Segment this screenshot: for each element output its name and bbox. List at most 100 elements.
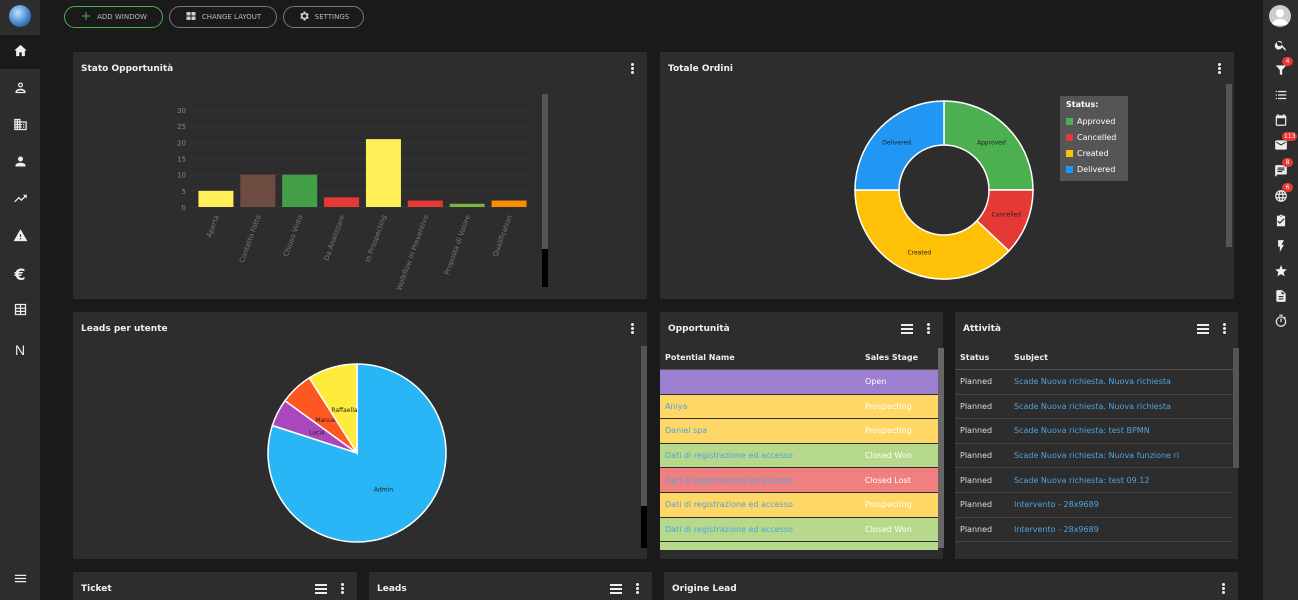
subject-link[interactable]: Intervento - 28x10679 — [1009, 541, 1233, 550]
status-cell: Planned — [955, 418, 1009, 444]
documents-button[interactable] — [1263, 285, 1298, 309]
legend-swatch — [1066, 133, 1073, 141]
kebab-menu-icon[interactable] — [924, 322, 932, 336]
subject-link[interactable]: Scade Nuova richiesta: Nuova funzione ri — [1009, 443, 1233, 469]
subject-link[interactable]: Intervento - 28x9689 — [1009, 492, 1233, 518]
nav-contacts[interactable] — [0, 146, 40, 180]
legend-item[interactable]: Delivered — [1066, 161, 1122, 177]
nav-menu[interactable] — [0, 563, 40, 597]
scrollbar[interactable] — [542, 94, 548, 249]
potential-name-cell[interactable]: Daniel spa — [660, 418, 860, 444]
search-button[interactable] — [1263, 34, 1298, 58]
legend-item[interactable]: Approved — [1066, 113, 1122, 129]
scrollbar[interactable] — [938, 348, 944, 548]
list-view-icon[interactable] — [1197, 324, 1209, 334]
table-row[interactable]: Planned Scade Nuova richiesta: Nuova funz… — [955, 443, 1233, 469]
add-window-button[interactable]: ADD WINDOW — [64, 6, 163, 28]
table-row[interactable]: Dati di registrazione ed accesso Closed W… — [660, 443, 938, 469]
slice-label: Approved — [977, 140, 1006, 147]
flash-button[interactable] — [1263, 235, 1298, 259]
table-row[interactable]: Planned Intervento - 28x9689 — [955, 517, 1233, 543]
column-header[interactable]: Status — [955, 345, 1009, 370]
slice-label: Manuel — [315, 417, 337, 424]
globe-button[interactable]: 6 — [1263, 183, 1298, 209]
table-row[interactable]: Dati di registrazione ed accesso Closed W… — [660, 517, 938, 543]
calendar-button[interactable] — [1263, 109, 1298, 133]
table-row[interactable]: Open — [660, 369, 938, 395]
nav-account[interactable] — [0, 72, 40, 106]
letter-n-icon: N — [14, 342, 26, 358]
nav-trends[interactable] — [0, 183, 40, 217]
x-tick-label: Wofkflow in Preventivo — [395, 214, 430, 292]
status-cell: Planned — [955, 467, 1009, 493]
potential-name-cell[interactable]: Dati di registrazione ed accesso — [660, 467, 860, 493]
subject-link[interactable]: Scade Nuova richiesta. Nuova richiesta — [1009, 394, 1233, 420]
legend-item[interactable]: Created — [1066, 145, 1122, 161]
chat-button[interactable]: 8 — [1263, 158, 1298, 184]
scrollbar[interactable] — [641, 346, 647, 506]
subject-link[interactable]: Intervento - 28x9689 — [1009, 517, 1233, 543]
notification-badge: 6 — [1282, 183, 1293, 192]
scrollbar[interactable] — [1233, 348, 1239, 468]
settings-button[interactable]: SETTINGS — [283, 6, 364, 28]
column-header[interactable]: Potential Name — [660, 345, 860, 370]
column-header[interactable]: Subject — [1009, 345, 1233, 370]
table-row[interactable]: Dati di registrazione ed accesso Prospect… — [660, 492, 938, 518]
favorites-button[interactable] — [1263, 260, 1298, 284]
warning-icon — [13, 228, 28, 247]
list-button[interactable] — [1263, 84, 1298, 108]
nav-alerts[interactable] — [0, 220, 40, 254]
table-row[interactable]: Planned Scade Nuova richiesta. Nuova rich… — [955, 369, 1233, 395]
nav-companies[interactable] — [0, 109, 40, 143]
table-row[interactable]: Dati di registrazione ed accesso Prevent… — [660, 541, 938, 550]
table-row[interactable]: Dati di registrazione ed accesso Closed L… — [660, 467, 938, 493]
table-row[interactable]: Planned Scade Nuova richiesta: test BPMN — [955, 418, 1233, 444]
nav-home[interactable] — [0, 35, 40, 69]
legend-label: Created — [1077, 148, 1109, 158]
table-row[interactable]: Planned Intervento - 28x9689 — [955, 492, 1233, 518]
table-row[interactable]: Daniel spa Prospecting — [660, 418, 938, 444]
nav-finance[interactable]: € — [0, 257, 40, 291]
change-layout-button[interactable]: CHANGE LAYOUT — [169, 6, 277, 28]
potential-name-cell[interactable]: Dati di registrazione ed accesso — [660, 492, 860, 518]
list-view-icon[interactable] — [315, 584, 327, 594]
subject-link[interactable]: Scade Nuova richiesta: test 09.12 — [1009, 467, 1233, 493]
potential-name-cell[interactable] — [660, 369, 860, 395]
table-row[interactable]: Aniya Prospecting — [660, 394, 938, 420]
table-row[interactable]: Planned Scade Nuova richiesta: test 09.12 — [955, 467, 1233, 493]
kebab-menu-icon[interactable] — [338, 582, 346, 596]
kebab-menu-icon[interactable] — [633, 582, 641, 596]
column-header[interactable]: Sales Stage — [860, 345, 938, 370]
list-view-icon[interactable] — [610, 584, 622, 594]
nav-n[interactable]: N — [0, 333, 40, 367]
filter-button[interactable]: 4 — [1263, 57, 1298, 83]
potential-name-cell[interactable]: Dati di registrazione ed accesso Prevent… — [660, 541, 860, 550]
kebab-menu-icon[interactable] — [1215, 62, 1223, 76]
subject-link[interactable]: Scade Nuova richiesta: test BPMN — [1009, 418, 1233, 444]
nav-tables[interactable] — [0, 294, 40, 328]
mail-icon — [1274, 137, 1288, 156]
potential-name-cell[interactable]: Dati di registrazione ed accesso — [660, 443, 860, 469]
kebab-menu-icon[interactable] — [628, 62, 636, 76]
status-cell: Planned — [955, 369, 1009, 395]
potential-name-cell[interactable]: Aniya — [660, 394, 860, 420]
kebab-menu-icon[interactable] — [1219, 582, 1227, 596]
user-avatar[interactable] — [1269, 5, 1291, 27]
donut-chart: Approved Cancelled Created Delivered — [854, 100, 1034, 280]
kebab-menu-icon[interactable] — [628, 322, 636, 336]
table-row[interactable]: Planned Scade Nuova richiesta. Nuova rich… — [955, 394, 1233, 420]
timer-button[interactable] — [1263, 310, 1298, 334]
subject-link[interactable]: Scade Nuova richiesta. Nuova richiesta — [1009, 369, 1233, 395]
legend-label: Approved — [1077, 116, 1116, 126]
mail-button[interactable]: 113 — [1263, 132, 1298, 158]
totale-ordini-panel: Totale Ordini Approved Cancelled Created De… — [660, 52, 1234, 299]
kebab-menu-icon[interactable] — [1220, 322, 1228, 336]
tasks-button[interactable] — [1263, 210, 1298, 234]
scrollbar[interactable] — [1226, 84, 1232, 247]
list-view-icon[interactable] — [901, 324, 913, 334]
slice-label: Created — [907, 249, 931, 256]
potential-name-cell[interactable]: Dati di registrazione ed accesso — [660, 517, 860, 543]
legend-item[interactable]: Cancelled — [1066, 129, 1122, 145]
app-logo[interactable] — [9, 5, 31, 27]
